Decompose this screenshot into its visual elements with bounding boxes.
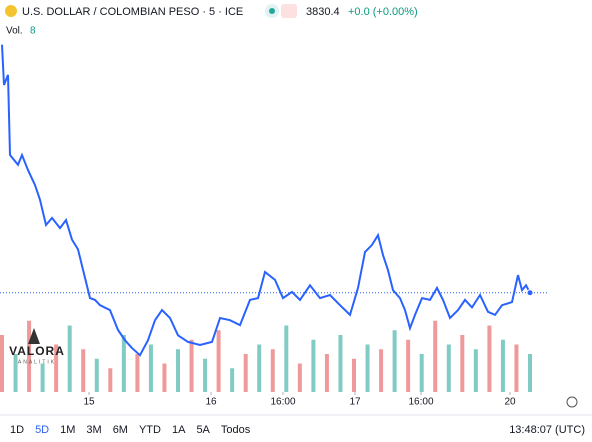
volume-title: Vol. (6, 26, 23, 37)
range-button[interactable]: Todos (221, 424, 251, 436)
volume-bar (94, 358, 99, 392)
volume-bar (67, 325, 72, 392)
volume-bar (297, 363, 302, 392)
volume-bar (0, 335, 4, 392)
volume-bar (13, 354, 18, 392)
volume-bar (365, 344, 370, 392)
volume-bar (500, 339, 505, 392)
volume-bar (324, 354, 329, 392)
volume-value: 8 (30, 26, 36, 37)
volume-bar (162, 363, 167, 392)
x-tick-label: 16 (205, 397, 217, 408)
brand-sub: ANALITIK (18, 359, 56, 365)
x-tick-label: 20 (504, 397, 516, 408)
volume-bar (446, 344, 451, 392)
volume-bar (176, 349, 180, 392)
volume-bar (460, 335, 465, 392)
volume-bar (135, 354, 140, 392)
x-tick-label: 16:00 (270, 397, 295, 408)
volume-bar (243, 354, 248, 392)
volume-bar (270, 349, 275, 392)
volume-bar (433, 320, 438, 392)
delay-badge (281, 4, 297, 18)
volume-bar (257, 344, 262, 392)
range-button[interactable]: 1M (60, 424, 75, 436)
range-button[interactable]: 1A (172, 424, 186, 436)
range-button[interactable]: 5D (35, 424, 49, 436)
volume-bar (121, 335, 126, 392)
range-button[interactable]: 1D (10, 424, 24, 436)
logo-mark (28, 328, 40, 344)
range-button[interactable]: 6M (113, 424, 128, 436)
range-button[interactable]: YTD (139, 424, 161, 436)
clock: 13:48:07 (UTC) (509, 424, 585, 436)
volume-bar (81, 349, 86, 392)
last-point (526, 289, 534, 297)
settings-icon (566, 396, 578, 408)
volume-bar (284, 325, 289, 392)
header-price: 3830.4 (306, 6, 340, 18)
volume-bar (379, 349, 384, 392)
range-button[interactable]: 3M (86, 424, 101, 436)
volume-bar (108, 368, 113, 392)
chart-title: U.S. DOLLAR / COLOMBIAN PESO · 5 · ICE (22, 6, 243, 18)
volume-bar (419, 354, 424, 392)
volume-bar (148, 344, 153, 392)
range-button[interactable]: 5A (196, 424, 210, 436)
volume-bar (406, 339, 411, 392)
volume-bar (54, 344, 59, 392)
volume-bar (40, 363, 45, 392)
brand: VALORA (9, 344, 65, 358)
plot: 3810.03820.03830.03840.03850.03860.03870… (0, 23, 588, 436)
volume-bar (203, 358, 208, 392)
volume-bar (352, 358, 356, 392)
header-change: +0.0 (+0.00%) (348, 6, 418, 18)
volume-bar (216, 330, 221, 392)
x-tick-label: 15 (83, 397, 95, 408)
volume-bar (338, 335, 343, 392)
volume-bar (230, 368, 235, 392)
x-tick-label: 16:00 (408, 397, 433, 408)
x-tick-label: 17 (349, 397, 361, 408)
volume-bar (487, 325, 492, 392)
flag-icon (5, 5, 17, 17)
logo: VALORA ANALITIK (9, 328, 65, 365)
volume-bar (514, 344, 519, 392)
volume-bar (311, 339, 316, 392)
status-dot (269, 8, 275, 14)
volume-bar (27, 320, 32, 392)
price-axis-bg (548, 0, 592, 395)
volume-bar (528, 354, 532, 392)
price-line (1, 44, 531, 357)
volume-bar (189, 339, 194, 392)
volume-bar (392, 330, 397, 392)
volume-bar (473, 349, 478, 392)
